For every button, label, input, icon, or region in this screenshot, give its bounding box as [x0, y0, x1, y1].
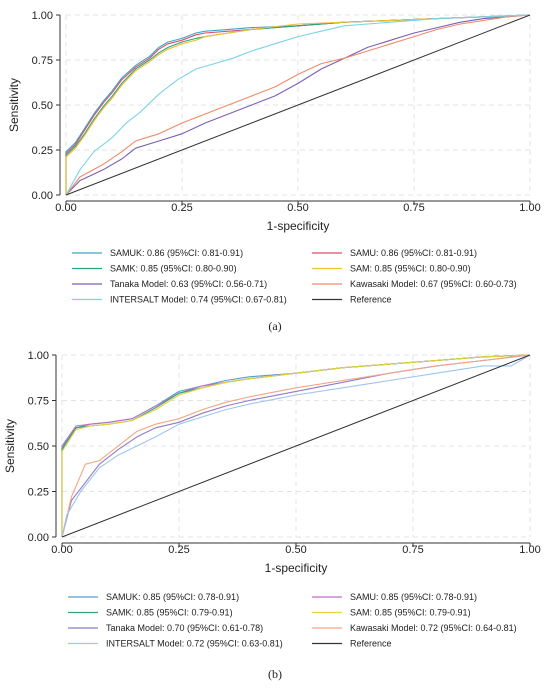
x-tick-label: 0.00 — [55, 202, 76, 214]
x-tick-label: 0.50 — [287, 202, 308, 214]
legend-label: Kawasaki Model: 0.72 (95%CI: 0.64-0.81) — [350, 623, 517, 633]
legend-label: Reference — [350, 639, 392, 649]
legend-label: Tanaka Model: 0.63 (95%CI: 0.56-0.71) — [110, 279, 267, 289]
x-tick-label: 0.75 — [402, 544, 423, 556]
x-tick-label: 0.00 — [51, 544, 72, 556]
x-tick-label: 0.25 — [168, 544, 189, 556]
y-tick-label: 1.00 — [28, 350, 49, 362]
legend-label: SAM: 0.85 (95%CI: 0.79-0.91) — [350, 608, 471, 618]
x-tick-label: 1.00 — [519, 202, 540, 214]
series-line-7 — [65, 14, 531, 196]
series-line-6 — [65, 14, 531, 196]
y-tick-label: 0.50 — [32, 100, 53, 112]
x-tick-label: 1.00 — [519, 544, 540, 556]
y-axis-title: Sensitivity — [3, 419, 17, 473]
x-axis-title: 1-specificity — [265, 561, 328, 575]
series-line-4 — [65, 14, 531, 196]
x-tick-label: 0.50 — [285, 544, 306, 556]
y-axis-title: Sensitivity — [7, 78, 21, 132]
y-tick-label: 0.50 — [28, 441, 49, 453]
y-tick-label: 0.00 — [28, 532, 49, 544]
series-line-5 — [61, 354, 531, 538]
roc-chart-a: 0.00 0.25 0.50 0.75 1.00 0.00 0.25 0.50 0.75 1.00… — [7, 10, 541, 333]
legend-label: SAMUK: 0.85 (95%CI: 0.78-0.91) — [106, 592, 239, 602]
panel-label: (b) — [268, 667, 282, 681]
x-tick-label: 0.75 — [403, 202, 424, 214]
legend-label: SAMU: 0.85 (95%CI: 0.78-0.91) — [350, 592, 477, 602]
y-tick-label: 0.00 — [32, 190, 53, 202]
x-tick-label: 0.25 — [171, 202, 192, 214]
legend-label: Reference — [350, 295, 392, 305]
legend-label: SAMK: 0.85 (95%CI: 0.80-0.90) — [110, 264, 237, 274]
y-tick-label: 0.75 — [28, 396, 49, 408]
roc-chart-b: 0.00 0.25 0.50 0.75 1.00 0.00 0.25 0.50 0.75 1.00… — [3, 350, 541, 681]
series-line-3 — [65, 14, 531, 195]
panel-label: (a) — [268, 319, 281, 333]
legend-label: INTERSALT Model: 0.74 (95%CI: 0.67-0.81) — [110, 295, 287, 305]
series-line-6 — [61, 354, 531, 538]
legend-label: SAMUK: 0.86 (95%CI: 0.81-0.91) — [110, 248, 243, 258]
legend-label: INTERSALT Model: 0.72 (95%CI: 0.63-0.81) — [106, 639, 283, 649]
legend-label: SAM: 0.85 (95%CI: 0.80-0.90) — [350, 264, 471, 274]
series-line-7 — [61, 354, 531, 538]
series-line-3 — [61, 354, 531, 537]
y-tick-label: 1.00 — [32, 10, 53, 22]
x-axis-title: 1-specificity — [267, 219, 330, 233]
y-tick-label: 0.25 — [28, 487, 49, 499]
roc-panel-b: 0.00 0.25 0.50 0.75 1.00 0.00 0.25 0.50 0.75 1.00… — [0, 345, 550, 690]
series-line-5 — [65, 14, 531, 196]
legend-label: Tanaka Model: 0.70 (95%CI: 0.61-0.78) — [106, 623, 263, 633]
roc-panel-a: 0.00 0.25 0.50 0.75 1.00 0.00 0.25 0.50 0.75 1.00… — [7, 10, 541, 333]
legend-label: Kawasaki Model: 0.67 (95%CI: 0.60-0.73) — [350, 279, 517, 289]
y-tick-label: 0.75 — [32, 55, 53, 67]
legend-label: SAMK: 0.85 (95%CI: 0.79-0.91) — [106, 608, 233, 618]
legend-label: SAMU: 0.86 (95%CI: 0.81-0.91) — [350, 248, 477, 258]
y-tick-label: 0.25 — [32, 145, 53, 157]
